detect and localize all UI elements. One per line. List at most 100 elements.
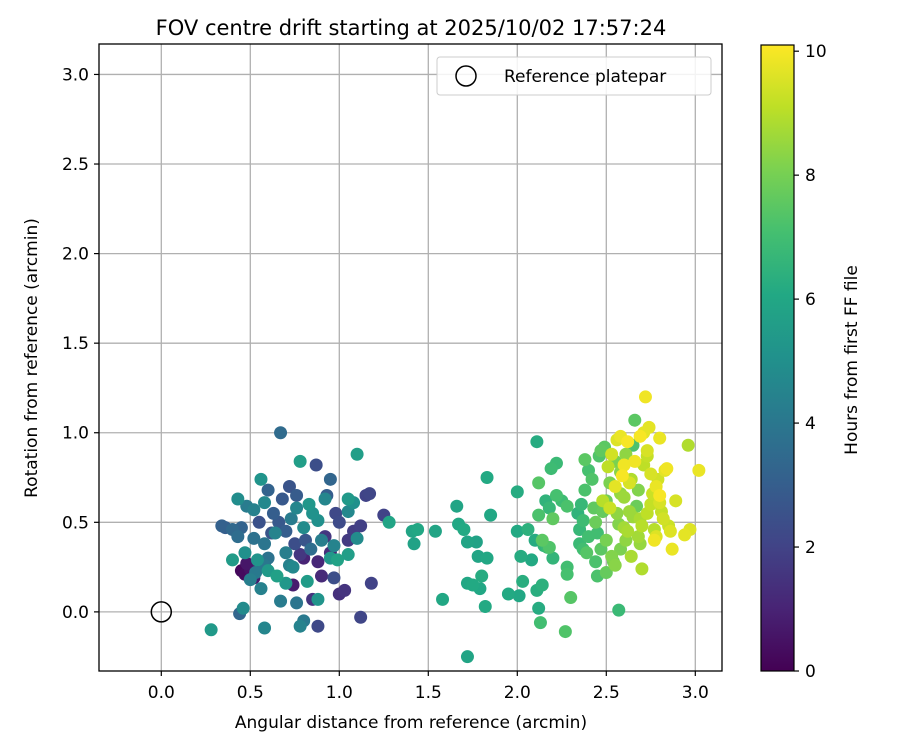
- data-points: [204, 390, 706, 664]
- data-point: [286, 560, 300, 574]
- colorbar-tick-label: 4: [805, 414, 816, 434]
- data-point: [475, 569, 489, 583]
- colorbar-frame: [760, 44, 795, 672]
- y-tick-label: 1.0: [62, 424, 89, 444]
- data-point: [466, 578, 480, 592]
- data-point: [640, 444, 654, 458]
- data-point: [350, 447, 364, 461]
- data-point: [279, 546, 293, 560]
- data-point: [266, 506, 280, 520]
- data-point: [516, 574, 530, 588]
- data-point: [656, 512, 670, 526]
- data-point: [338, 583, 352, 597]
- data-point: [599, 565, 613, 579]
- data-point: [341, 492, 355, 506]
- data-point: [608, 558, 622, 572]
- data-point: [525, 553, 539, 567]
- x-tick-label: 1.0: [326, 683, 353, 703]
- data-point: [574, 497, 588, 511]
- data-point: [578, 483, 592, 497]
- data-point: [284, 512, 298, 526]
- data-point: [589, 555, 603, 569]
- legend-box: [436, 56, 712, 96]
- data-point: [582, 530, 595, 544]
- data-point: [615, 469, 629, 483]
- data-point: [599, 533, 613, 547]
- data-point: [647, 533, 661, 547]
- data-point: [268, 526, 282, 540]
- data-point: [692, 463, 706, 477]
- data-point: [628, 454, 642, 468]
- grid: [99, 44, 722, 671]
- data-point: [247, 531, 261, 545]
- data-point: [332, 515, 346, 529]
- data-point: [681, 438, 695, 452]
- data-point: [514, 549, 528, 563]
- data-point: [558, 625, 572, 639]
- y-axis-label: Rotation from reference (arcmin): [22, 218, 42, 498]
- data-point: [274, 426, 288, 440]
- data-point: [293, 548, 307, 562]
- data-point: [635, 562, 649, 576]
- data-point: [560, 567, 574, 581]
- data-point: [275, 492, 289, 506]
- data-point: [270, 569, 284, 583]
- x-tick-label: 3.0: [682, 683, 709, 703]
- data-point: [594, 444, 608, 458]
- y-tick-label: 3.0: [62, 65, 89, 85]
- data-point: [327, 571, 341, 585]
- data-point: [621, 435, 635, 449]
- data-point: [510, 524, 524, 538]
- data-point: [631, 530, 645, 544]
- data-point: [254, 582, 268, 596]
- data-point: [254, 472, 268, 486]
- data-point: [323, 472, 337, 486]
- x-tick-label: 2.0: [504, 683, 531, 703]
- data-point: [621, 524, 635, 538]
- data-point: [290, 488, 304, 502]
- data-point: [480, 471, 494, 485]
- data-point: [231, 530, 245, 544]
- data-point: [585, 472, 599, 486]
- colorbar-tick-label: 10: [805, 42, 827, 62]
- data-point: [231, 492, 245, 506]
- data-point: [535, 533, 549, 547]
- y-tick-label: 0.5: [62, 513, 89, 533]
- data-point: [354, 610, 368, 624]
- colorbar: 0 2 4 6 8 10 Hours from first FF file: [760, 42, 862, 682]
- legend: Reference platepar: [436, 56, 712, 96]
- data-point: [204, 623, 218, 637]
- x-tick-label: 2.5: [593, 683, 620, 703]
- data-point: [290, 501, 304, 515]
- data-point: [478, 600, 492, 614]
- data-point: [274, 594, 288, 608]
- data-point: [290, 596, 304, 610]
- data-point: [501, 587, 515, 601]
- data-point: [512, 589, 526, 603]
- data-point: [238, 546, 252, 560]
- data-point: [252, 515, 266, 529]
- data-point: [258, 537, 272, 551]
- data-point: [302, 497, 316, 511]
- data-point: [608, 479, 622, 493]
- data-point: [318, 492, 332, 506]
- data-point: [243, 573, 257, 587]
- data-point: [628, 413, 642, 427]
- data-point: [311, 592, 325, 606]
- data-point: [589, 515, 603, 529]
- colorbar-tick-label: 0: [805, 662, 816, 682]
- plot-frame: [98, 43, 723, 672]
- data-point: [258, 496, 272, 510]
- data-point: [653, 488, 667, 502]
- data-point: [631, 483, 645, 497]
- data-point: [576, 514, 590, 528]
- data-point: [619, 447, 633, 461]
- data-point: [411, 522, 425, 536]
- data-point: [279, 524, 293, 538]
- data-point: [605, 447, 619, 461]
- data-point: [315, 533, 328, 547]
- data-point: [480, 551, 494, 565]
- colorbar-gradient: [761, 45, 794, 671]
- data-point: [311, 555, 325, 569]
- data-point: [363, 487, 377, 501]
